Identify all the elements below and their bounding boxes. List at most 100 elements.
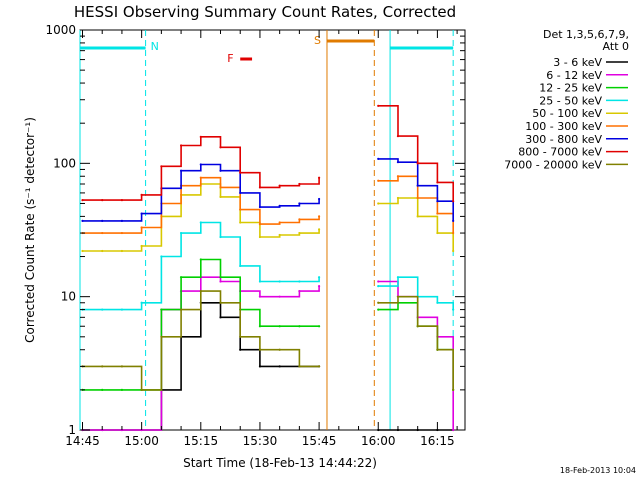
- series-point: [81, 198, 84, 202]
- x-tick-label: 16:15: [420, 434, 455, 448]
- series-point: [140, 244, 143, 248]
- series-point: [278, 348, 281, 351]
- series-point: [258, 186, 262, 189]
- series-point: [317, 176, 321, 179]
- series-point: [160, 335, 163, 338]
- chart-title: HESSI Observing Summary Count Rates, Cor…: [74, 3, 456, 21]
- series-point: [377, 202, 380, 205]
- series-point: [120, 198, 124, 202]
- series-point: [101, 219, 104, 223]
- series-point: [452, 388, 455, 391]
- y-tick-label: 1: [68, 423, 76, 437]
- series-point: [416, 196, 419, 200]
- series-point: [160, 165, 163, 168]
- series-point: [219, 186, 222, 189]
- x-tick-label: 15:45: [302, 434, 337, 448]
- legend-label: 800 - 7000 keV: [518, 146, 602, 159]
- series-point: [298, 202, 301, 205]
- legend-label: 6 - 12 keV: [546, 69, 602, 82]
- series-point: [396, 135, 400, 138]
- series-point: [298, 290, 301, 293]
- series-point: [416, 325, 419, 328]
- series-point: [179, 169, 183, 172]
- series-point: [278, 221, 281, 224]
- legend-title: Det 1,3,5,6,7,9,: [543, 28, 629, 41]
- series-line: [82, 183, 320, 252]
- timestamp: 18-Feb-2013 10:04: [560, 466, 636, 475]
- series-point: [452, 219, 455, 223]
- axis-layer: 14:45 15:00 15:15 15:30 15:45 16:00 16:15 1 10 10…: [45, 23, 465, 448]
- series-point: [179, 276, 183, 279]
- series-point: [101, 308, 104, 311]
- series-point: [278, 233, 281, 237]
- series-point: [239, 191, 242, 195]
- series-line: [82, 290, 320, 391]
- series-point: [377, 104, 380, 107]
- series-point: [377, 308, 380, 311]
- series-point: [317, 276, 321, 279]
- series-point: [317, 285, 321, 288]
- series-point: [239, 208, 242, 211]
- y-tick-label: 1000: [45, 23, 76, 37]
- series-point: [219, 280, 222, 283]
- series-point: [298, 218, 301, 221]
- series-point: [101, 365, 104, 368]
- legend-subtitle: Att 0: [603, 40, 629, 53]
- series-point: [436, 231, 439, 235]
- series-point: [278, 325, 281, 328]
- legend-label: 12 - 25 keV: [539, 82, 602, 95]
- series-point: [317, 197, 321, 201]
- series-point: [120, 219, 124, 223]
- series-point: [219, 195, 222, 199]
- x-tick-label: 16:00: [361, 434, 396, 448]
- series-point: [436, 181, 439, 184]
- series-point: [416, 215, 419, 218]
- series-point: [199, 135, 202, 138]
- series-point: [396, 175, 400, 178]
- legend-label: 300 - 800 keV: [525, 133, 602, 146]
- series-point: [436, 200, 439, 203]
- series-point: [179, 231, 183, 235]
- annotation-layer: N S F: [79, 30, 454, 430]
- series-point: [452, 428, 455, 432]
- series-point: [317, 228, 321, 231]
- x-axis-label: Start Time (18-Feb-13 14:44:22): [183, 456, 377, 470]
- series-point: [317, 215, 321, 218]
- series-point: [81, 249, 84, 253]
- y-tick-label: 10: [61, 290, 76, 304]
- series-point: [436, 212, 439, 215]
- series-point: [436, 301, 439, 304]
- series-point: [416, 184, 419, 187]
- series-point: [416, 162, 419, 165]
- series-point: [317, 325, 321, 328]
- series-point: [81, 219, 84, 223]
- series-point: [278, 295, 281, 298]
- series-point: [199, 176, 202, 179]
- series-point: [258, 280, 262, 283]
- series-point: [219, 146, 222, 149]
- series-point: [140, 388, 143, 391]
- series-point: [199, 290, 202, 293]
- series-point: [377, 301, 380, 304]
- series-point: [199, 163, 202, 166]
- series-point: [140, 212, 143, 215]
- series-point: [298, 182, 301, 186]
- series-point: [452, 249, 455, 253]
- series-point: [219, 169, 222, 172]
- series-point: [120, 308, 124, 311]
- series-point: [219, 316, 222, 319]
- legend-label: 100 - 300 keV: [525, 120, 602, 133]
- series-point: [452, 231, 455, 235]
- series-point: [317, 365, 321, 368]
- series-point: [120, 231, 124, 235]
- series-line: [378, 302, 454, 390]
- series-point: [199, 221, 202, 224]
- series-point: [258, 348, 262, 351]
- series-point: [396, 276, 400, 279]
- series-point: [101, 231, 104, 235]
- series-point: [140, 226, 143, 229]
- series-point: [278, 204, 281, 207]
- series-line: [82, 163, 320, 222]
